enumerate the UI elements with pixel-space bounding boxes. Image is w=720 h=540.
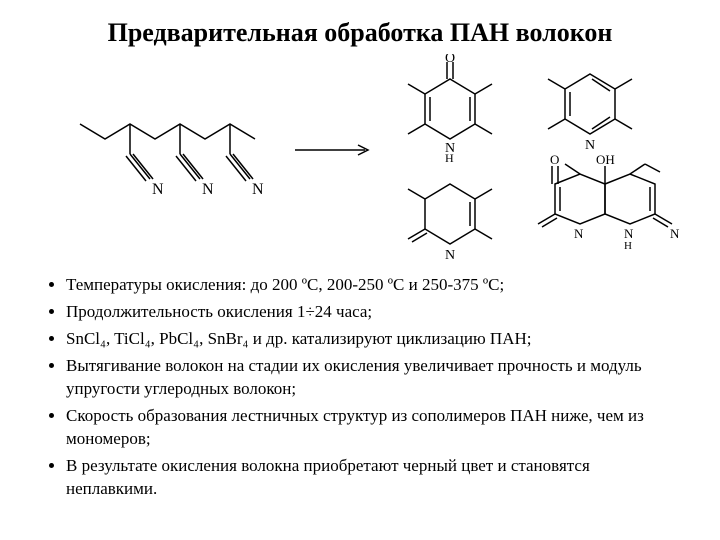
list-item: В результате окисления волокна приобрета… [66, 455, 680, 501]
svg-text:N: N [152, 181, 164, 198]
product-dihydropyridine: N [390, 169, 510, 269]
svg-text:O: O [445, 54, 455, 66]
reaction-arrow [290, 140, 380, 160]
list-item: Вытягивание волокон на стадии их окислен… [66, 355, 680, 401]
svg-text:N: N [670, 226, 680, 241]
svg-text:N: N [252, 181, 264, 198]
svg-text:H: H [624, 240, 632, 252]
reaction-diagram: N N N O N H [40, 54, 680, 274]
svg-text:N: N [445, 248, 455, 263]
product-pyridine: N [530, 59, 650, 159]
product-pyridinone: O N H [390, 54, 510, 164]
list-item: Температуры окисления: до 200 ºС, 200-25… [66, 274, 680, 297]
list-item: Продолжительность окисления 1÷24 часа; [66, 301, 680, 324]
product-fused-bicycle: O OH N N H N [510, 154, 680, 274]
svg-text:H: H [445, 151, 454, 164]
svg-text:N: N [202, 181, 214, 198]
bullet-list: Температуры окисления: до 200 ºС, 200-25… [40, 274, 680, 500]
svg-text:OH: OH [596, 154, 615, 167]
svg-text:N: N [574, 226, 584, 241]
svg-text:O: O [550, 154, 559, 167]
list-item: Скорость образования лестничных структур… [66, 405, 680, 451]
svg-text:N: N [624, 226, 634, 241]
list-item: SnCl₄, TiCl₄, PbCl₄, SnBr₄ и др. катализ… [66, 328, 680, 351]
pan-precursor-structure: N N N [70, 104, 280, 224]
slide-title: Предварительная обработка ПАН волокон [40, 18, 680, 48]
svg-text:N: N [585, 138, 595, 153]
